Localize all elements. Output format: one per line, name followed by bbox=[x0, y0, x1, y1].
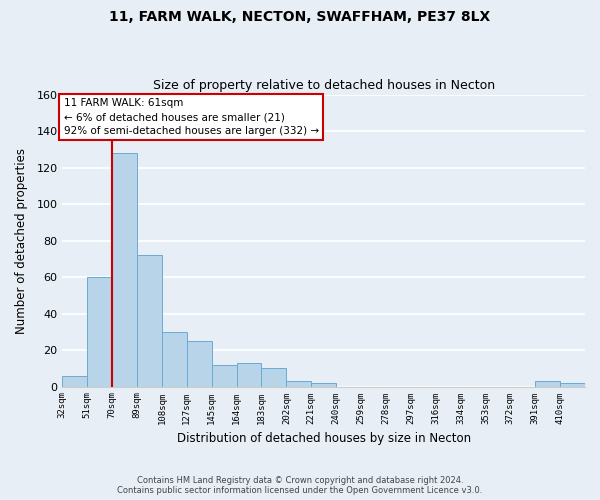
Bar bbox=[187, 341, 212, 386]
Bar bbox=[262, 368, 286, 386]
Text: 11 FARM WALK: 61sqm
← 6% of detached houses are smaller (21)
92% of semi-detache: 11 FARM WALK: 61sqm ← 6% of detached hou… bbox=[64, 98, 319, 136]
Bar bbox=[311, 383, 336, 386]
Bar bbox=[87, 277, 112, 386]
Text: 11, FARM WALK, NECTON, SWAFFHAM, PE37 8LX: 11, FARM WALK, NECTON, SWAFFHAM, PE37 8L… bbox=[109, 10, 491, 24]
Text: Contains HM Land Registry data © Crown copyright and database right 2024.
Contai: Contains HM Land Registry data © Crown c… bbox=[118, 476, 482, 495]
Bar bbox=[212, 364, 236, 386]
Bar bbox=[162, 332, 187, 386]
Bar bbox=[560, 383, 585, 386]
Bar bbox=[137, 255, 162, 386]
Title: Size of property relative to detached houses in Necton: Size of property relative to detached ho… bbox=[152, 79, 495, 92]
Bar bbox=[535, 381, 560, 386]
Bar bbox=[286, 381, 311, 386]
Bar bbox=[112, 153, 137, 386]
X-axis label: Distribution of detached houses by size in Necton: Distribution of detached houses by size … bbox=[176, 432, 471, 445]
Bar bbox=[236, 363, 262, 386]
Bar bbox=[62, 376, 87, 386]
Y-axis label: Number of detached properties: Number of detached properties bbox=[15, 148, 28, 334]
